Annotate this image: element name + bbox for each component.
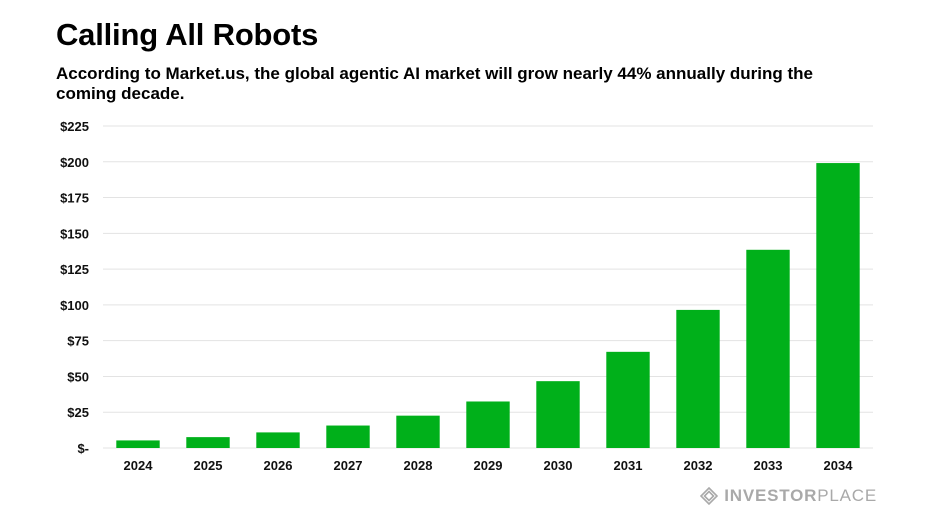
x-tick-label: 2031 [614, 458, 643, 473]
chart-title: Calling All Robots [56, 17, 319, 52]
x-tick-label: 2024 [124, 458, 154, 473]
y-tick-label: $225 [60, 119, 89, 134]
investorplace-logo: INVESTORPLACE [700, 486, 877, 506]
x-tick-label: 2030 [544, 458, 573, 473]
bar-2025 [186, 437, 230, 448]
x-tick-label: 2032 [684, 458, 713, 473]
bar-2027 [326, 425, 370, 448]
y-tick-label: $200 [60, 155, 89, 170]
chart-subtitle: According to Market.us, the global agent… [56, 64, 813, 103]
x-tick-label: 2027 [334, 458, 363, 473]
x-axis-tick-labels: 2024 2025 2026 2027 2028 2029 2030 2031 2032 2033… [124, 458, 854, 473]
y-tick-label: $50 [67, 369, 89, 384]
y-axis-tick-labels: $- $25 $50 $75 $100 $125 $150 $175 $200 $225 [60, 119, 89, 456]
bar-2026 [256, 432, 300, 448]
y-tick-label: $75 [67, 334, 89, 349]
bar-2032 [676, 309, 720, 448]
bar-2034 [816, 163, 860, 448]
x-tick-label: 2026 [264, 458, 293, 473]
bar-2030 [536, 381, 580, 448]
x-tick-label: 2025 [194, 458, 223, 473]
brand-name-part1: INVESTOR [724, 486, 818, 505]
y-tick-label: $25 [67, 405, 89, 420]
bar-2031 [606, 351, 650, 448]
diamond-logo-icon [700, 487, 719, 505]
x-tick-label: 2028 [404, 458, 433, 473]
x-tick-label: 2029 [474, 458, 503, 473]
y-tick-label: $125 [60, 262, 89, 277]
y-tick-label: $175 [60, 191, 89, 206]
bar-2028 [396, 415, 440, 448]
bar-2029 [466, 401, 510, 448]
bar-2033 [746, 249, 790, 448]
bars [116, 163, 860, 448]
y-tick-label: $150 [60, 226, 89, 241]
gridlines [103, 125, 873, 449]
x-tick-label: 2033 [754, 458, 783, 473]
bar-2024 [116, 440, 160, 448]
x-tick-label: 2034 [824, 458, 854, 473]
y-tick-label: $100 [60, 298, 89, 313]
brand-name-part2: PLACE [817, 486, 877, 505]
y-tick-label: $- [77, 441, 89, 456]
